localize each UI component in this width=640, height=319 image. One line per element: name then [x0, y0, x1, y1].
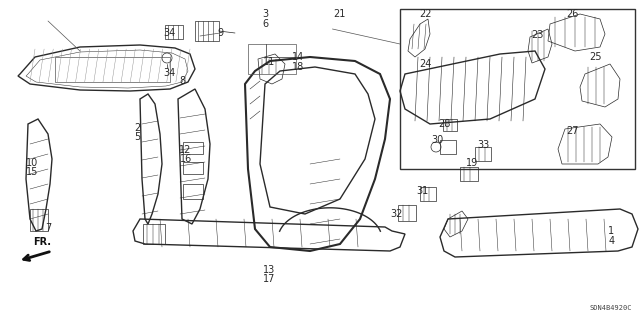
- Text: 34: 34: [163, 28, 176, 39]
- Text: 23: 23: [531, 30, 544, 40]
- Text: 19: 19: [465, 158, 478, 168]
- Bar: [400, 9, 635, 169]
- Text: 3: 3: [262, 9, 269, 19]
- Text: 6: 6: [262, 19, 269, 29]
- Bar: [443, 119, 457, 131]
- Bar: [440, 140, 456, 154]
- Text: 27: 27: [566, 126, 579, 136]
- Bar: [55, 57, 170, 82]
- Bar: [183, 184, 203, 199]
- Text: 31: 31: [416, 186, 429, 197]
- Text: 8: 8: [179, 76, 186, 86]
- Text: 4: 4: [608, 236, 614, 246]
- Bar: [460, 167, 478, 181]
- Text: 34: 34: [163, 68, 176, 78]
- Bar: [30, 209, 48, 231]
- Text: 11: 11: [262, 57, 275, 67]
- Text: 15: 15: [26, 167, 38, 177]
- Text: 32: 32: [390, 209, 403, 219]
- Text: 25: 25: [589, 52, 602, 63]
- Text: 24: 24: [419, 59, 432, 69]
- Text: 9: 9: [218, 28, 224, 39]
- Bar: [183, 162, 203, 174]
- Text: 26: 26: [566, 9, 579, 19]
- Text: 5: 5: [134, 132, 141, 142]
- Text: 1: 1: [608, 226, 614, 236]
- Text: 14: 14: [291, 52, 304, 63]
- Text: 30: 30: [431, 135, 444, 145]
- Bar: [195, 21, 219, 41]
- Text: 2: 2: [134, 122, 141, 133]
- Text: 10: 10: [26, 158, 38, 168]
- Bar: [398, 205, 416, 221]
- Bar: [165, 25, 183, 39]
- Bar: [475, 147, 491, 161]
- Text: 22: 22: [419, 9, 432, 19]
- Text: 18: 18: [291, 62, 304, 72]
- Text: 7: 7: [45, 223, 51, 233]
- Bar: [420, 187, 436, 201]
- Bar: [143, 224, 165, 244]
- Text: 21: 21: [333, 9, 346, 19]
- Text: 33: 33: [477, 140, 490, 150]
- Bar: [183, 142, 203, 154]
- Text: SDN4B4920C: SDN4B4920C: [589, 305, 632, 311]
- Text: 16: 16: [179, 154, 192, 165]
- Text: 28: 28: [438, 119, 451, 130]
- Bar: [248, 44, 296, 74]
- Text: 12: 12: [179, 145, 192, 155]
- Text: 17: 17: [262, 274, 275, 284]
- Text: 13: 13: [262, 264, 275, 275]
- Text: FR.: FR.: [33, 237, 51, 247]
